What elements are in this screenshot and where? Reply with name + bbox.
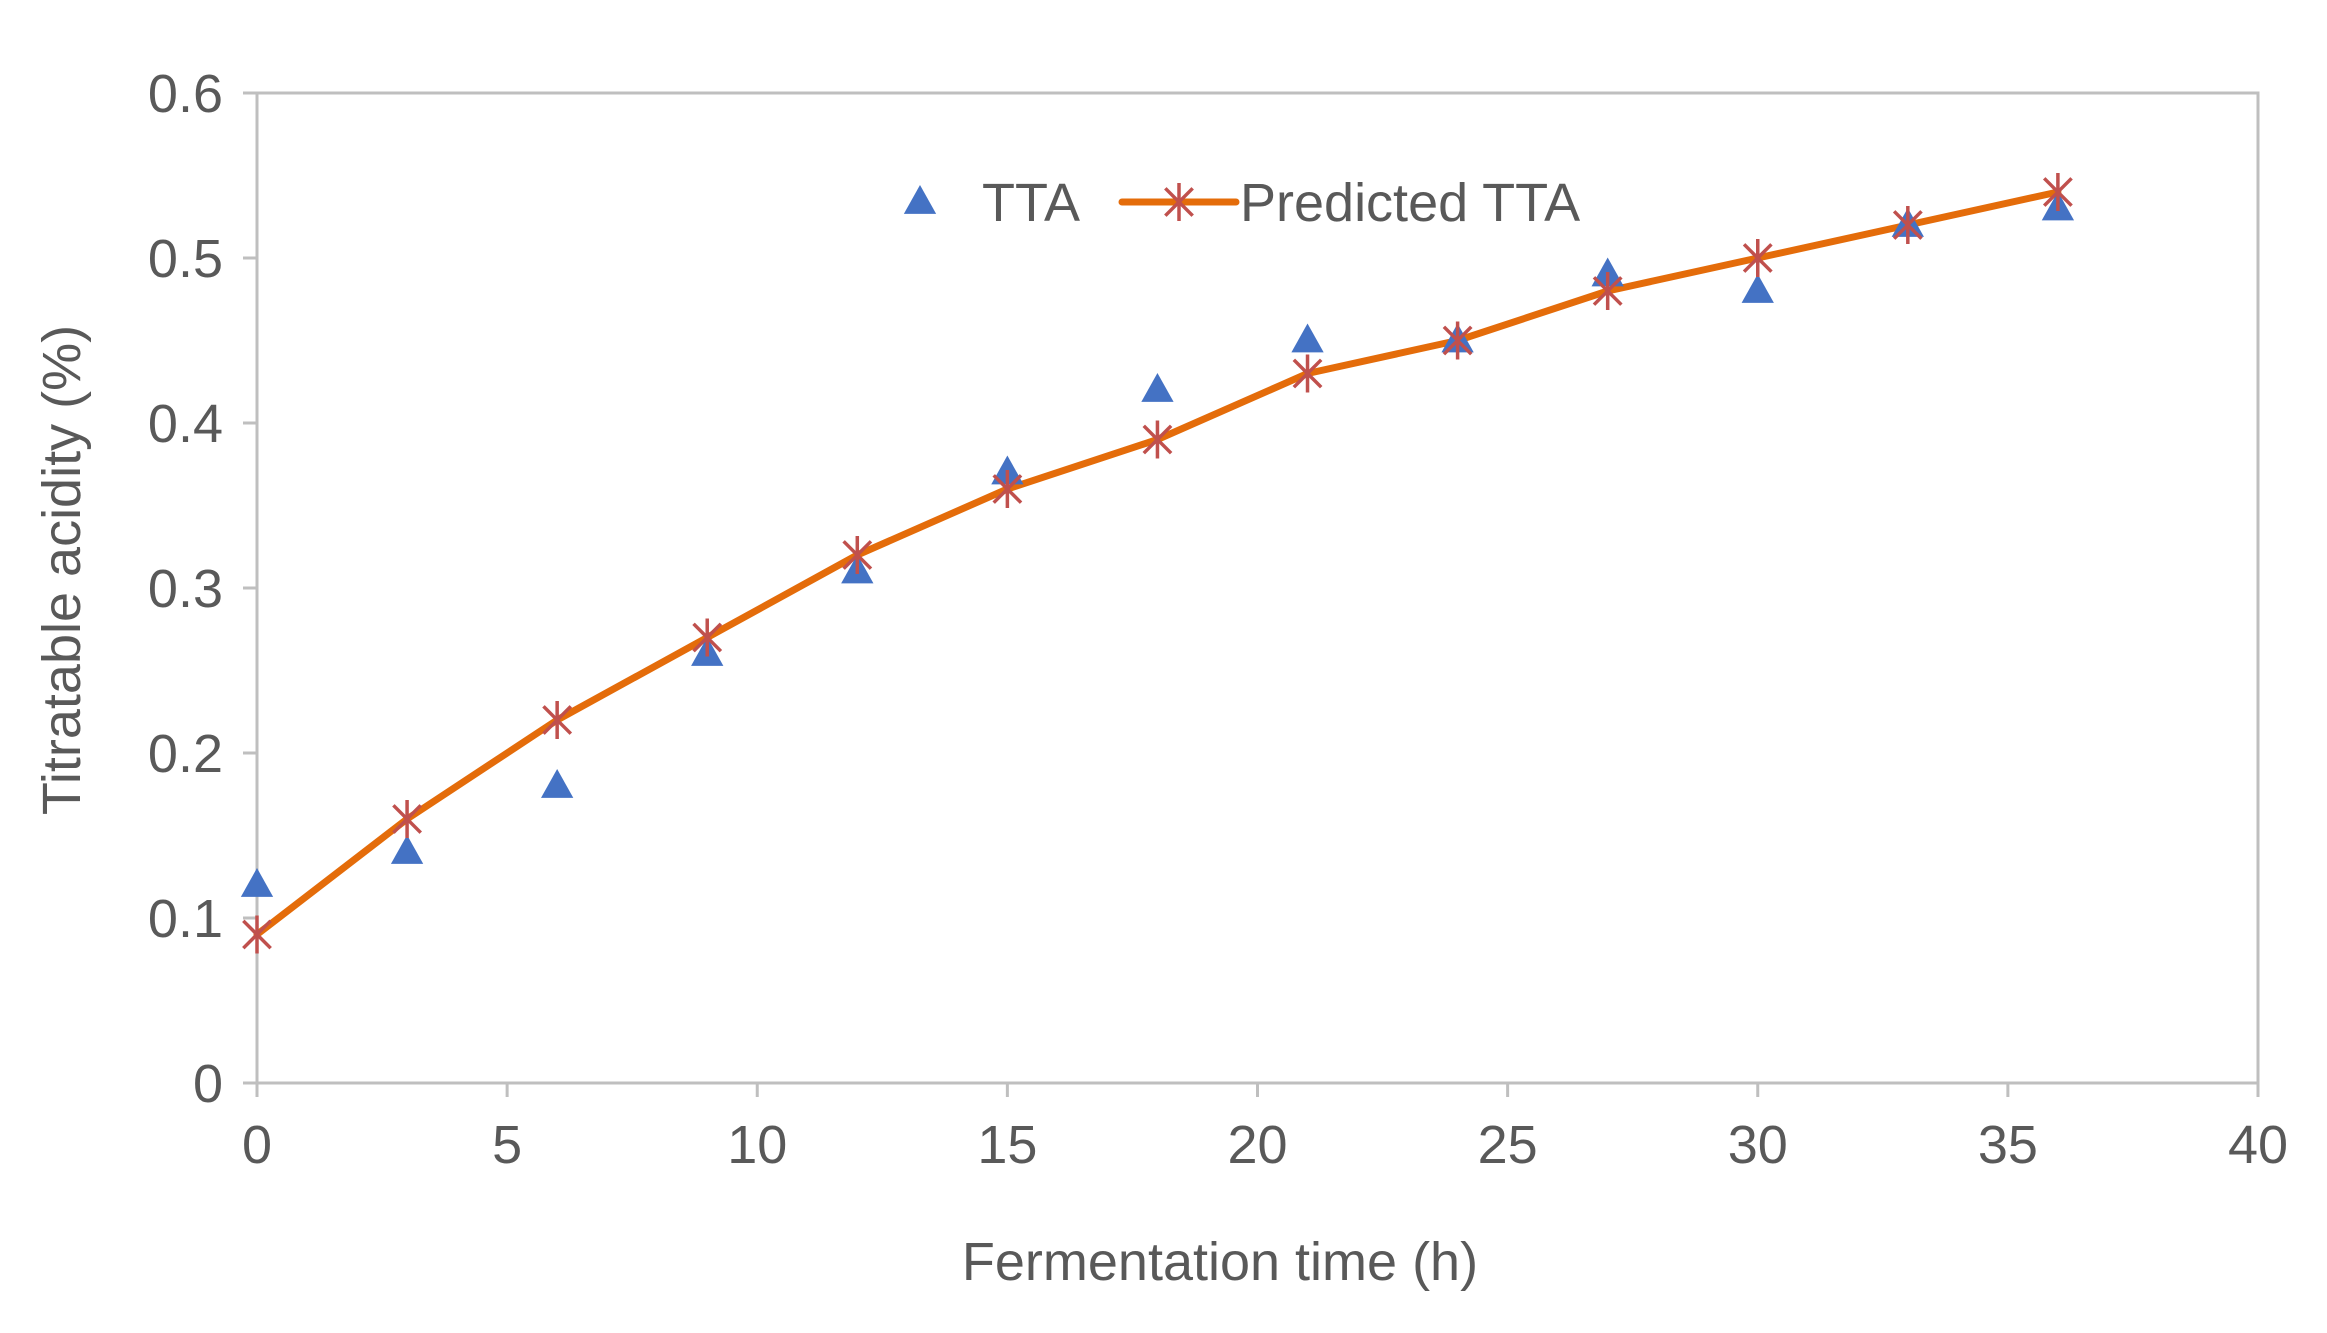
series-line-predicted-tta	[253, 188, 2062, 938]
tta-point	[541, 769, 574, 798]
axes: 0 5 10 15 20 25 30 35 40 0 0.1 0.2 0.3 0.4 0.5 0.6	[148, 64, 2288, 1175]
x-tick-label: 40	[2228, 1115, 2288, 1175]
x-tick-label: 0	[242, 1115, 272, 1175]
predicted-tta-point	[1892, 206, 1923, 244]
y-tick-label: 0.6	[148, 64, 223, 124]
x-tick-label: 15	[977, 1115, 1037, 1175]
predicted-tta-point	[992, 470, 1023, 508]
y-tick-label: 0.3	[148, 559, 223, 619]
predicted-tta-point	[842, 536, 873, 574]
predicted-tta-point	[1742, 239, 1773, 277]
x-tick-label: 35	[1978, 1115, 2038, 1175]
legend: TTA Predicted TTA	[903, 173, 1580, 233]
x-tick-label: 20	[1227, 1115, 1287, 1175]
tta-point	[1141, 373, 1174, 402]
predicted-tta-point	[542, 701, 573, 739]
predicted-tta-point	[392, 800, 422, 838]
tta-point	[1291, 323, 1324, 353]
tta-point	[991, 455, 1024, 485]
plot-area-frame	[255, 91, 2260, 1085]
plot-series	[240, 173, 2075, 954]
predicted-tta-point	[1142, 420, 1173, 459]
legend-predicted-label: Predicted TTA	[1240, 173, 1580, 233]
legend-predicted-marker	[1164, 183, 1194, 221]
y-tick-label: 0.1	[148, 889, 223, 949]
tta-point	[390, 835, 424, 864]
legend-tta-label: TTA	[982, 173, 1080, 233]
y-tick-label: 0.2	[148, 724, 223, 784]
y-tick-label: 0.4	[148, 394, 223, 454]
tta-point	[240, 868, 274, 897]
y-tick-label: 0	[193, 1054, 223, 1114]
x-tick-label: 25	[1478, 1115, 1538, 1175]
predicted-tta-point	[1292, 354, 1323, 393]
y-axis-title: Titratable acidity (%)	[32, 325, 92, 815]
x-tick-label: 30	[1728, 1115, 1788, 1175]
x-axis-title: Fermentation time (h)	[962, 1232, 1478, 1292]
x-tick-label: 10	[727, 1115, 787, 1175]
legend-tta-marker	[903, 185, 937, 214]
predicted-tta-point	[692, 618, 723, 657]
tta-point	[1741, 274, 1774, 303]
tta-point	[1591, 257, 1624, 287]
predicted-tta-point	[2042, 173, 2073, 211]
predicted-tta-point	[1592, 272, 1623, 310]
predicted-tta-point	[1442, 321, 1473, 360]
x-tick-label: 5	[492, 1115, 522, 1175]
y-tick-label: 0.5	[148, 229, 223, 289]
predicted-tta-point	[242, 915, 272, 954]
